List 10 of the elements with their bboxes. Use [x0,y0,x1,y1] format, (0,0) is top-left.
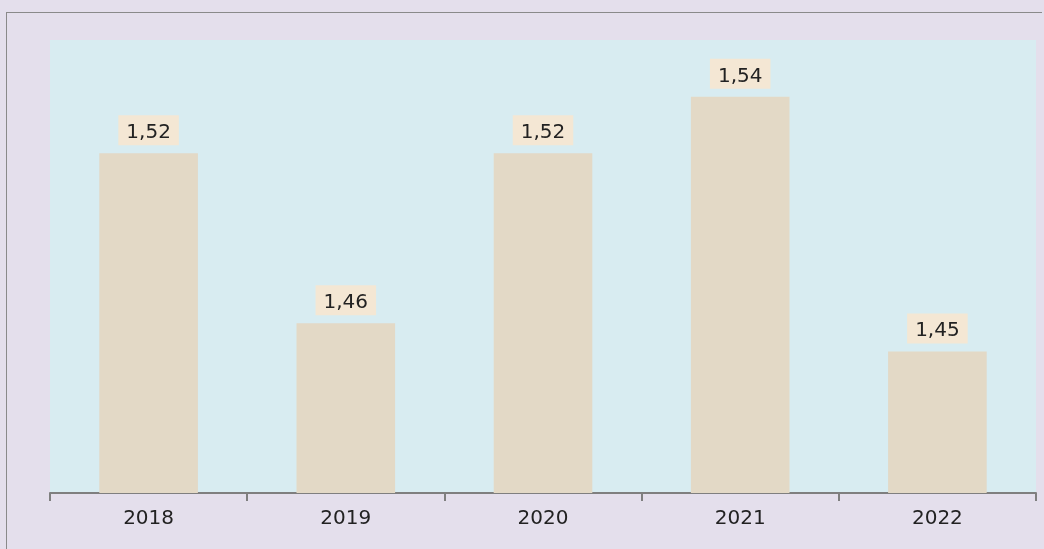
data-label: 1,52 [126,119,171,144]
x-tick-label: 2022 [911,505,963,529]
x-tick-label: 2018 [123,505,175,529]
x-tick-label: 2021 [714,505,766,529]
x-tick-label: 2020 [517,505,569,529]
data-label: 1,45 [915,317,960,342]
data-label: 1,52 [520,119,566,144]
data-label: 1,46 [323,289,369,314]
x-tick-label: 2019 [320,505,372,529]
data-label: 1,54 [717,62,763,87]
